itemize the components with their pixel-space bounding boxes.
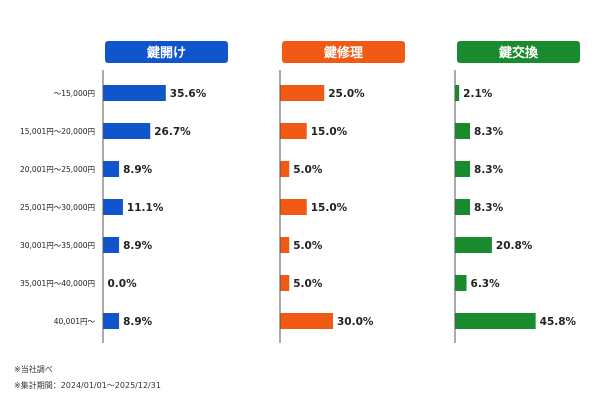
panel-header-1	[105, 41, 228, 63]
bar	[455, 313, 536, 329]
data-label: 5.0%	[293, 240, 323, 252]
bar	[280, 313, 333, 329]
data-label: 5.0%	[293, 278, 323, 290]
bar	[455, 199, 471, 215]
data-label: 11.1%	[127, 202, 164, 214]
data-label: 30.0%	[337, 316, 374, 328]
bar	[455, 123, 471, 139]
panel-title-2: 鍵修理	[324, 45, 363, 61]
panel-header-3	[457, 41, 580, 63]
footnote-source: ※当社調べ	[14, 365, 53, 374]
panel-title-1: 鍵開け	[147, 45, 186, 61]
bar	[280, 161, 290, 177]
bar	[280, 85, 325, 101]
data-label: 45.8%	[540, 316, 577, 328]
bar	[103, 161, 120, 177]
data-label: 20.8%	[496, 240, 533, 252]
data-label: 5.0%	[293, 164, 323, 176]
data-label: 8.9%	[123, 316, 153, 328]
bar	[103, 313, 120, 329]
data-label: 15.0%	[311, 202, 348, 214]
data-label: 8.3%	[474, 126, 504, 138]
bar	[455, 275, 467, 291]
footnote-period: ※集計期間：2024/01/01～2025/12/31	[14, 381, 161, 390]
data-label: 26.7%	[154, 126, 191, 138]
category-label: 25,001円～30,000円	[20, 203, 95, 212]
bar	[455, 161, 471, 177]
data-label: 6.3%	[471, 278, 501, 290]
data-label: 35.6%	[170, 88, 207, 100]
category-label: ～15,000円	[54, 89, 95, 98]
category-label: 40,001円～	[54, 317, 96, 326]
category-label: 20,001円～25,000円	[20, 165, 95, 174]
category-label: 30,001円～35,000円	[20, 241, 95, 250]
bar	[103, 199, 123, 215]
panel-header-2	[282, 41, 405, 63]
panel-title-3: 鍵交換	[499, 45, 539, 61]
bar	[455, 85, 460, 101]
data-label: 8.9%	[123, 164, 153, 176]
bar	[280, 275, 290, 291]
bar	[280, 123, 307, 139]
data-label: 0.0%	[108, 278, 138, 290]
bar	[103, 123, 151, 139]
bar	[103, 85, 166, 101]
bar	[280, 199, 307, 215]
category-label: 35,001円～40,000円	[20, 279, 95, 288]
data-label: 15.0%	[311, 126, 348, 138]
bar	[280, 237, 290, 253]
bar	[455, 237, 492, 253]
category-label: 15,001円～20,000円	[20, 127, 95, 136]
data-label: 8.9%	[123, 240, 153, 252]
data-label: 25.0%	[328, 88, 365, 100]
data-label: 2.1%	[463, 88, 493, 100]
data-label: 8.3%	[474, 164, 504, 176]
bar	[103, 237, 120, 253]
data-label: 8.3%	[474, 202, 504, 214]
